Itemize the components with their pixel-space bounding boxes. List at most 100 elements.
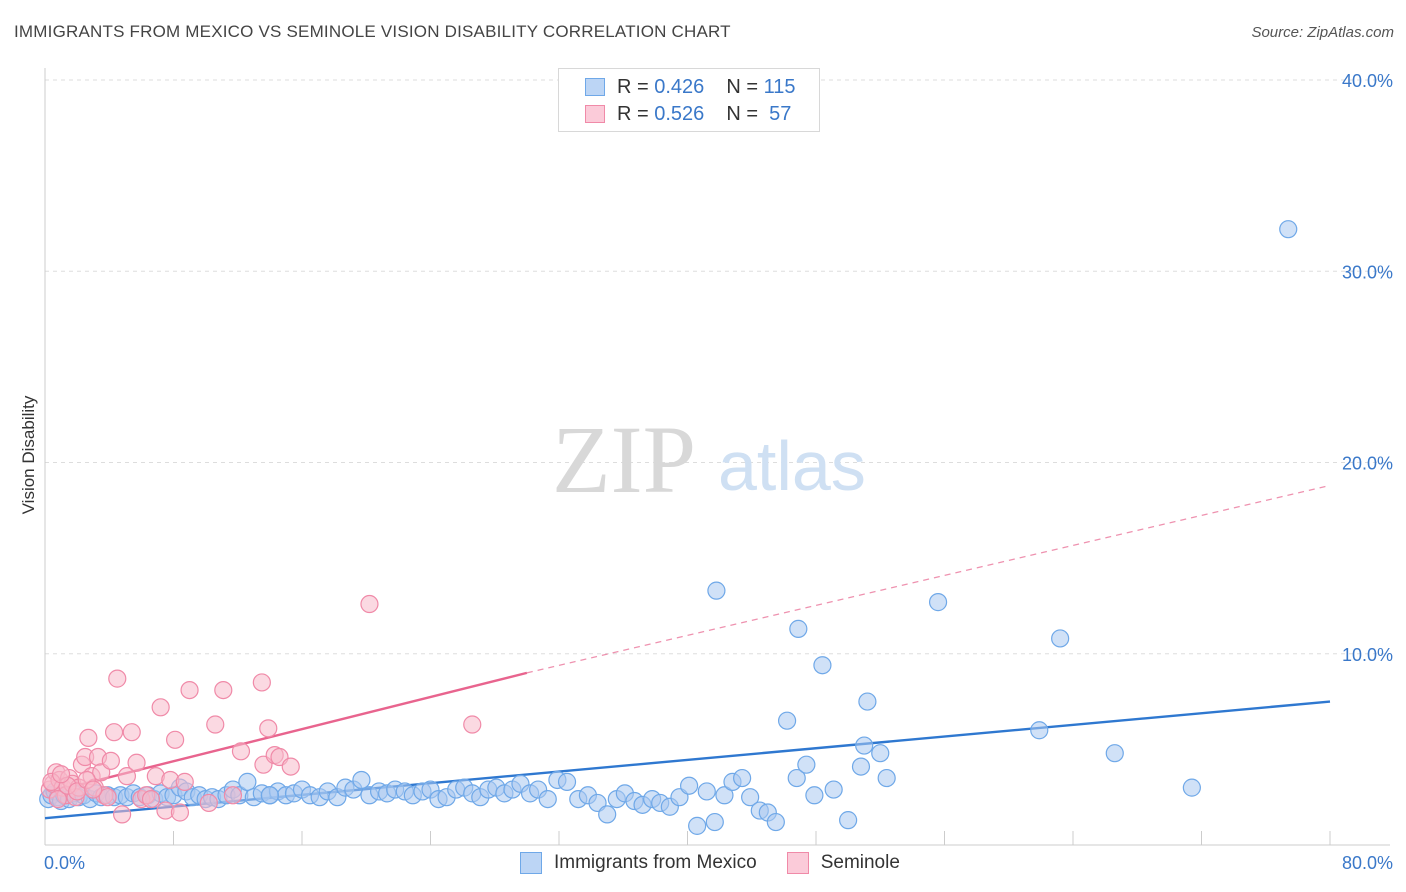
legend-item-mexico[interactable]: Immigrants from Mexico bbox=[520, 852, 757, 874]
trend-line-extension bbox=[526, 484, 1331, 674]
data-point bbox=[166, 730, 185, 749]
data-point bbox=[557, 772, 577, 791]
data-point bbox=[175, 772, 194, 791]
data-point bbox=[104, 723, 124, 742]
chart-title: IMMIGRANTS FROM MEXICO VS SEMINOLE VISIO… bbox=[14, 22, 731, 41]
data-point bbox=[141, 789, 161, 809]
data-point bbox=[223, 786, 243, 805]
data-point bbox=[101, 751, 120, 770]
data-point bbox=[79, 728, 98, 748]
source-label: Source: ZipAtlas.com bbox=[1251, 24, 1394, 41]
stats-legend: R = 0.426 N = 115 R = 0.526 N = 57 bbox=[558, 68, 820, 132]
legend-item-seminole[interactable]: Seminole bbox=[786, 852, 900, 874]
data-point bbox=[877, 768, 896, 788]
legend-row-mexico: R = 0.426 N = 115 bbox=[585, 74, 795, 100]
series-legend: Immigrants from Mexico Seminole bbox=[520, 852, 930, 874]
data-point bbox=[797, 755, 816, 774]
legend-swatch-seminole bbox=[786, 852, 809, 874]
y-axis-label: Vision Disability bbox=[19, 395, 38, 514]
data-point bbox=[352, 770, 371, 790]
data-point bbox=[180, 680, 199, 700]
legend-r-label: R = bbox=[617, 75, 655, 98]
data-point bbox=[1105, 744, 1124, 763]
watermark-zip: ZIP bbox=[552, 406, 696, 513]
data-point bbox=[697, 782, 716, 801]
data-point bbox=[688, 816, 707, 835]
legend-label-seminole: Seminole bbox=[820, 852, 900, 873]
data-point bbox=[813, 656, 832, 675]
data-point bbox=[463, 715, 482, 734]
x-tick-label: 80.0% bbox=[1342, 853, 1393, 873]
data-point bbox=[777, 711, 797, 730]
data-point bbox=[151, 698, 170, 717]
data-point bbox=[84, 780, 103, 799]
legend-n-value: 57 bbox=[763, 102, 792, 125]
legend-swatch-blue bbox=[585, 78, 605, 96]
watermark-atlas: atlas bbox=[718, 427, 866, 505]
legend-row-seminole: R = 0.526 N = 57 bbox=[585, 101, 791, 127]
data-point bbox=[260, 786, 279, 805]
data-point bbox=[1051, 629, 1070, 648]
data-point bbox=[766, 812, 785, 832]
data-point bbox=[238, 772, 257, 791]
data-point bbox=[259, 719, 278, 738]
y-tick-label: 40.0% bbox=[1342, 71, 1393, 91]
data-point bbox=[281, 757, 300, 776]
legend-label-mexico: Immigrants from Mexico bbox=[554, 852, 757, 873]
legend-r-label: R = bbox=[617, 102, 655, 125]
data-point bbox=[1030, 721, 1049, 740]
data-point bbox=[928, 593, 948, 612]
data-point bbox=[1182, 778, 1201, 797]
data-point bbox=[360, 594, 379, 614]
legend-r-value: 0.526 bbox=[654, 102, 705, 125]
legend-r-value: 0.426 bbox=[654, 75, 705, 98]
data-point bbox=[252, 673, 271, 692]
data-point bbox=[851, 757, 871, 776]
data-point bbox=[98, 788, 117, 807]
data-point bbox=[108, 669, 127, 688]
data-points bbox=[39, 220, 1298, 835]
data-point bbox=[214, 680, 233, 700]
data-point bbox=[733, 768, 752, 788]
data-point bbox=[858, 692, 877, 711]
data-point bbox=[199, 793, 218, 813]
y-tick-label: 30.0% bbox=[1342, 262, 1393, 282]
data-point bbox=[598, 805, 617, 824]
y-tick-label: 10.0% bbox=[1342, 645, 1393, 665]
data-point bbox=[51, 765, 71, 784]
axes bbox=[44, 68, 1390, 846]
data-point bbox=[787, 768, 806, 788]
data-point bbox=[824, 780, 843, 799]
data-point bbox=[715, 786, 734, 805]
data-point bbox=[789, 619, 808, 638]
trend-lines bbox=[44, 484, 1331, 820]
legend-n-label: N = bbox=[726, 102, 764, 125]
data-point bbox=[206, 715, 225, 734]
data-point bbox=[680, 776, 699, 795]
data-point bbox=[170, 803, 190, 822]
data-point bbox=[127, 753, 146, 772]
gridlines bbox=[45, 79, 1390, 655]
data-point bbox=[1279, 220, 1298, 239]
tick-labels: 10.0% 20.0% 30.0% 40.0% 0.0% 80.0% bbox=[44, 71, 1393, 873]
data-point bbox=[48, 789, 67, 809]
data-point bbox=[805, 786, 824, 805]
data-point bbox=[741, 788, 760, 807]
legend-swatch-mexico bbox=[520, 852, 542, 874]
data-point bbox=[707, 581, 726, 600]
data-point bbox=[112, 805, 132, 824]
data-point bbox=[871, 744, 890, 763]
legend-n-label: N = bbox=[726, 75, 764, 98]
data-point bbox=[839, 811, 858, 830]
x-tick-label: 0.0% bbox=[44, 853, 85, 873]
data-point bbox=[538, 789, 557, 809]
data-point bbox=[705, 812, 724, 832]
legend-swatch-pink bbox=[585, 105, 605, 123]
legend-n-value: 115 bbox=[763, 75, 796, 98]
data-point bbox=[231, 742, 251, 761]
data-point bbox=[117, 767, 137, 786]
data-point bbox=[855, 736, 874, 755]
y-tick-label: 20.0% bbox=[1342, 454, 1393, 474]
data-point bbox=[122, 723, 141, 742]
